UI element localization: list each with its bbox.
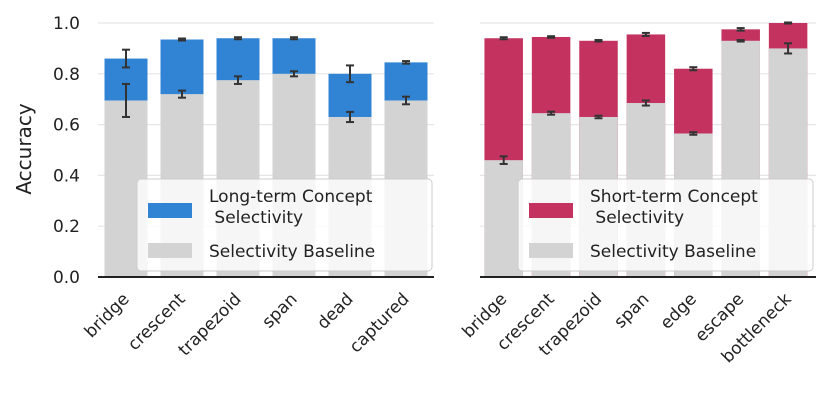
legend-label-concept: Short-term Concept (590, 187, 758, 207)
legend-swatch-baseline (148, 243, 192, 258)
legend-box (517, 178, 814, 272)
legend-label-baseline: Selectivity Baseline (590, 242, 756, 262)
bar-baseline-bridge (484, 160, 523, 277)
legend: Long-term Concept Selectivity Selectivity… (136, 178, 433, 272)
legend-swatch-baseline (529, 243, 573, 258)
legend-label-concept: Selectivity (209, 208, 303, 228)
y-tick-label: 0.8 (53, 65, 80, 85)
legend-label-concept: Selectivity (590, 208, 684, 228)
legend: Short-term Concept Selectivity Selectivit… (517, 178, 814, 272)
y-axis-title: Accuracy (12, 103, 36, 194)
x-tick-label-dead: dead (313, 289, 357, 333)
y-tick-label: 0.2 (53, 217, 80, 237)
legend-label-baseline: Selectivity Baseline (209, 242, 375, 262)
legend-swatch-concept (148, 203, 192, 218)
x-tick-label-bridge: bridge (81, 289, 134, 342)
legend-label-concept: Long-term Concept (209, 187, 373, 207)
y-tick-label: 0.6 (53, 116, 80, 136)
legend-swatch-concept (529, 203, 573, 218)
y-tick-label: 1.0 (53, 14, 80, 34)
x-tick-label-edge: edge (657, 289, 701, 333)
x-tick-label-span: span (610, 289, 653, 332)
chart-panel-1: 0.00.20.40.60.81.0bridgecrescenttrapezoi… (53, 14, 434, 360)
y-tick-label: 0.4 (53, 166, 80, 186)
y-tick-label: 0.0 (53, 268, 80, 288)
legend-box (136, 178, 433, 272)
x-tick-label-span: span (259, 289, 302, 332)
x-tick-label-captured: captured (346, 289, 414, 357)
